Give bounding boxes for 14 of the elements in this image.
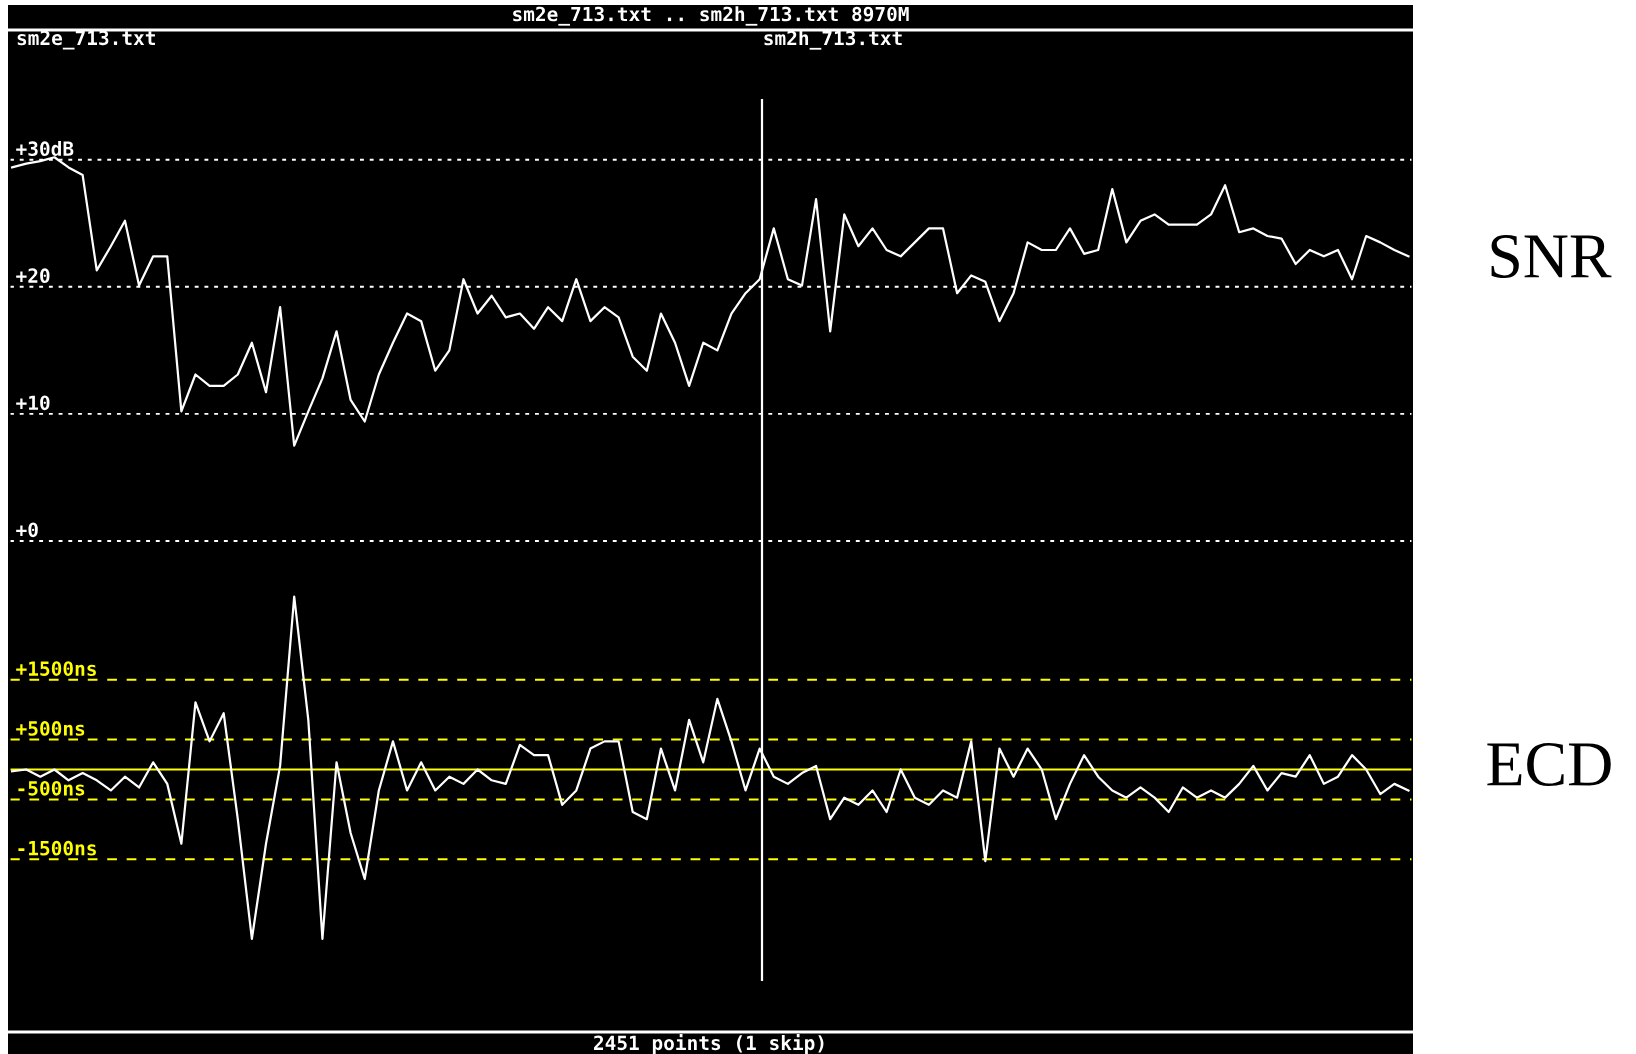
y-tick-label: +30dB: [16, 140, 74, 157]
y-tick-label: +0: [16, 522, 38, 538]
y-tick-label: -1500ns: [18, 840, 96, 856]
text: sm2e_713.txt: [17, 30, 155, 50]
y-tick-label: +20: [16, 268, 50, 284]
y-tick-label: +10: [16, 395, 50, 411]
y-axis-title: ECD: [1487, 743, 1611, 786]
chart-title: sm2e_713.txt .. sm2h_713.txt 8970M: [513, 6, 909, 26]
y-axis-title: SNR: [1491, 235, 1612, 278]
y-tick-label: -500ns: [18, 780, 85, 796]
y-tick-label: +1500ns: [16, 661, 96, 676]
y-tick-label: +500ns: [16, 721, 85, 736]
text: 2451 points (1 skip): [594, 1034, 824, 1054]
text: sm2h_713.txt: [764, 30, 902, 50]
